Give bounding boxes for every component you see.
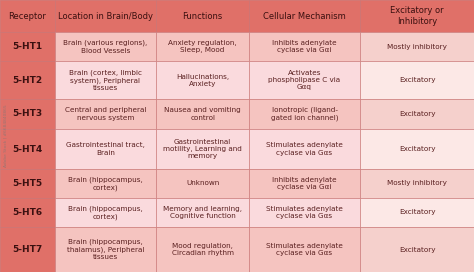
Bar: [360, 169, 474, 198]
Text: Memory and learning,
Cognitive function: Memory and learning, Cognitive function: [163, 206, 242, 219]
Bar: [249, 227, 360, 272]
Bar: [249, 32, 360, 61]
Text: Ionotropic (ligand-
gated ion channel): Ionotropic (ligand- gated ion channel): [271, 107, 338, 121]
Text: Cellular Mechanism: Cellular Mechanism: [263, 11, 346, 21]
Text: Hallucinations,
Anxiety: Hallucinations, Anxiety: [176, 74, 229, 87]
Text: Location in Brain/Body: Location in Brain/Body: [58, 11, 153, 21]
Bar: [360, 32, 474, 61]
Bar: [360, 99, 474, 129]
Text: Mostly inhibitory: Mostly inhibitory: [387, 180, 447, 187]
Text: Inhibits adenylate
cyclase via Gαi: Inhibits adenylate cyclase via Gαi: [272, 40, 337, 53]
Bar: [0, 0, 55, 32]
Text: Brain (hippocampus,
thalamus), Peripheral
tissues: Brain (hippocampus, thalamus), Periphera…: [67, 239, 144, 260]
Bar: [55, 32, 156, 61]
Text: Excitatory: Excitatory: [399, 209, 436, 215]
Bar: [249, 61, 360, 99]
Bar: [55, 169, 156, 198]
Bar: [360, 61, 474, 99]
Text: Brain (various regions),
Blood Vessels: Brain (various regions), Blood Vessels: [64, 40, 147, 54]
Bar: [0, 61, 55, 99]
Bar: [0, 32, 55, 61]
Text: Functions: Functions: [182, 11, 223, 21]
Text: Excitatory or
Inhibitory: Excitatory or Inhibitory: [390, 6, 444, 26]
Text: Unknown: Unknown: [186, 180, 219, 187]
Text: 5-HT7: 5-HT7: [12, 245, 42, 254]
Text: Gastrointestinal
motility, Learning and
memory: Gastrointestinal motility, Learning and …: [163, 139, 242, 159]
Text: Mood regulation,
Circadian rhythm: Mood regulation, Circadian rhythm: [172, 243, 234, 256]
Text: Activates
phospholipase C via
Gαq: Activates phospholipase C via Gαq: [268, 70, 341, 91]
Bar: [249, 0, 360, 32]
Text: Inhibits adenylate
cyclase via Gαi: Inhibits adenylate cyclase via Gαi: [272, 177, 337, 190]
Bar: [55, 227, 156, 272]
Text: 5-HT2: 5-HT2: [12, 76, 42, 85]
Text: Stimulates adenylate
cyclase via Gαs: Stimulates adenylate cyclase via Gαs: [266, 243, 343, 256]
Bar: [360, 0, 474, 32]
Bar: [0, 227, 55, 272]
Bar: [156, 129, 249, 169]
Text: 5-HT3: 5-HT3: [12, 109, 42, 119]
Bar: [156, 169, 249, 198]
Bar: [55, 198, 156, 227]
Text: 5-HT1: 5-HT1: [12, 42, 42, 51]
Bar: [360, 198, 474, 227]
Text: 5-HT4: 5-HT4: [12, 144, 42, 154]
Text: Excitatory: Excitatory: [399, 146, 436, 152]
Text: Excitatory: Excitatory: [399, 246, 436, 253]
Bar: [0, 198, 55, 227]
Text: 5-HT6: 5-HT6: [12, 208, 42, 217]
Text: Anxiety regulation,
Sleep, Mood: Anxiety regulation, Sleep, Mood: [168, 40, 237, 53]
Bar: [0, 99, 55, 129]
Bar: [55, 61, 156, 99]
Bar: [360, 227, 474, 272]
Bar: [55, 129, 156, 169]
Bar: [249, 169, 360, 198]
Text: Brain (hippocampus,
cortex): Brain (hippocampus, cortex): [68, 205, 143, 220]
Bar: [156, 99, 249, 129]
Bar: [55, 99, 156, 129]
Text: Nausea and vomiting
control: Nausea and vomiting control: [164, 107, 241, 120]
Text: Receptor: Receptor: [9, 11, 46, 21]
Bar: [156, 32, 249, 61]
Bar: [55, 0, 156, 32]
Bar: [249, 99, 360, 129]
Text: 5-HT5: 5-HT5: [12, 179, 42, 188]
Bar: [249, 129, 360, 169]
Text: Adobe Stock | #6684840865: Adobe Stock | #6684840865: [4, 105, 8, 167]
Text: Mostly inhibitory: Mostly inhibitory: [387, 44, 447, 50]
Bar: [156, 227, 249, 272]
Bar: [0, 169, 55, 198]
Text: Excitatory: Excitatory: [399, 111, 436, 117]
Bar: [0, 129, 55, 169]
Text: Excitatory: Excitatory: [399, 77, 436, 83]
Bar: [249, 198, 360, 227]
Bar: [156, 0, 249, 32]
Text: Brain (cortex, limbic
system), Peripheral
tissues: Brain (cortex, limbic system), Periphera…: [69, 69, 142, 91]
Text: Stimulates adenylate
cyclase via Gαs: Stimulates adenylate cyclase via Gαs: [266, 206, 343, 219]
Bar: [156, 61, 249, 99]
Text: Brain (hippocampus,
cortex): Brain (hippocampus, cortex): [68, 176, 143, 191]
Bar: [156, 198, 249, 227]
Text: Gastrointestinal tract,
Brain: Gastrointestinal tract, Brain: [66, 143, 145, 156]
Text: Central and peripheral
nervous system: Central and peripheral nervous system: [65, 107, 146, 120]
Bar: [360, 129, 474, 169]
Text: Stimulates adenylate
cyclase via Gαs: Stimulates adenylate cyclase via Gαs: [266, 143, 343, 156]
